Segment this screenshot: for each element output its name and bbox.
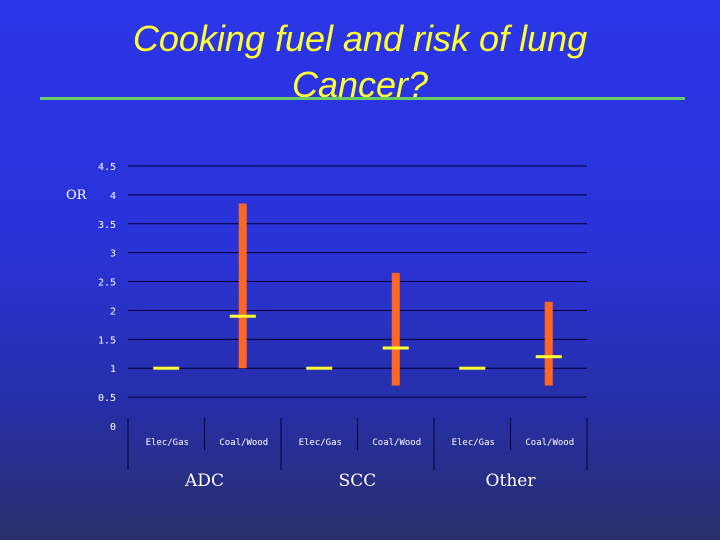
odds-ratio-estimate [382,346,409,350]
odds-ratio-estimate [153,366,180,370]
y-tick-label: 4 [110,191,116,202]
category-label: Coal/Wood [525,438,574,448]
y-axis-label: OR [66,188,88,203]
y-tick-label: 1 [110,364,116,375]
odds-ratio-estimate [459,366,486,370]
confidence-interval-bar [238,203,247,369]
category-label: Elec/Gas [146,438,189,448]
confidence-interval-bar [391,272,400,386]
y-tick-label: 0.5 [98,393,116,404]
odds-ratio-estimate [229,314,256,318]
category-label: Coal/Wood [372,438,421,448]
y-tick-label: 0 [110,422,116,433]
group-label: SCC [339,471,377,491]
slide-title: Cooking fuel and risk of lung Cancer? [132,18,588,105]
y-tick-label: 1.5 [98,335,116,346]
confidence-interval-bar [544,301,553,386]
y-tick-label: 2 [110,306,116,317]
group-label: Other [486,471,537,491]
category-label: Coal/Wood [219,438,268,448]
y-tick-label: 2.5 [98,278,116,289]
y-tick-label: 3 [110,249,116,260]
odds-ratio-estimate [306,366,333,370]
group-label: ADC [184,471,224,491]
odds-ratio-estimate [535,355,562,359]
y-tick-label: 3.5 [98,220,116,231]
title-underline [40,97,685,100]
category-label: Elec/Gas [452,438,495,448]
category-label: Elec/Gas [299,438,342,448]
y-tick-label: 4.5 [98,162,116,173]
